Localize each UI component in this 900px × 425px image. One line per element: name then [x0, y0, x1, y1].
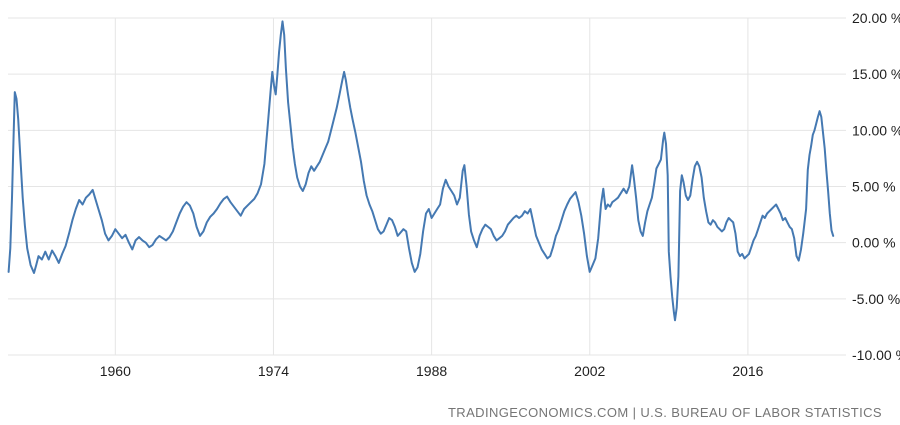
y-axis-tick-label: 15.00 %	[852, 66, 900, 82]
y-axis-tick-label: 0.00 %	[852, 235, 896, 251]
x-axis-tick-label: 1974	[258, 363, 289, 379]
x-axis-tick-label: 1960	[100, 363, 131, 379]
chart-source-text: TRADINGECONOMICS.COM | U.S. BUREAU OF LA…	[447, 405, 882, 420]
x-axis-tick-label: 2002	[574, 363, 605, 379]
y-axis-tick-label: -10.00 %	[852, 347, 900, 363]
y-axis-tick-label: 20.00 %	[852, 10, 900, 26]
y-axis-tick-label: -5.00 %	[852, 291, 900, 307]
x-axis-tick-label: 1988	[416, 363, 447, 379]
series-line	[7, 20, 835, 322]
x-axis-tick-label: 2016	[732, 363, 763, 379]
y-axis-tick-label: 10.00 %	[852, 122, 900, 138]
y-axis-tick-label: 5.00 %	[852, 179, 896, 195]
